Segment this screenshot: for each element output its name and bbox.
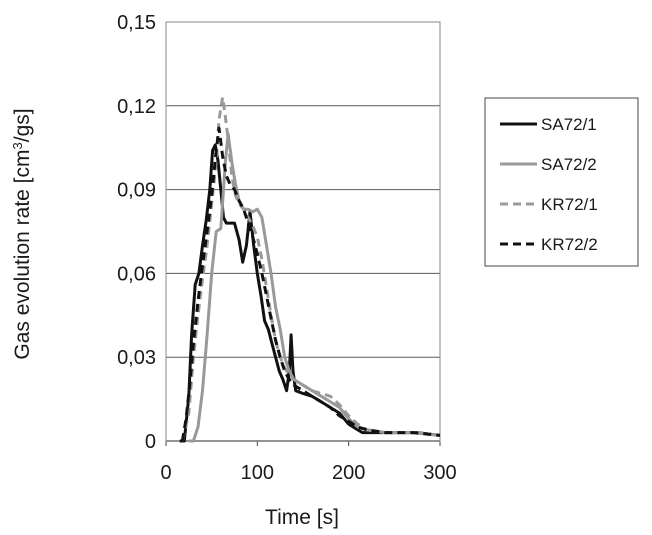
y-tick-label: 0,09 <box>117 180 156 202</box>
legend-label: KR72/1 <box>541 195 598 214</box>
series-layer <box>179 95 441 443</box>
x-tick-label: 100 <box>241 462 274 484</box>
y-tick-label: 0 <box>145 431 156 453</box>
y-tick-label: 0,15 <box>117 12 156 34</box>
x-axis-label: Time [s] <box>265 506 339 529</box>
x-tick-label: 0 <box>160 462 171 484</box>
legend-label: SA72/2 <box>541 155 597 174</box>
legend-label: SA72/1 <box>541 115 597 134</box>
legend-label: KR72/2 <box>541 235 598 254</box>
y-tick-label: 0,12 <box>117 96 156 118</box>
legend-box <box>484 97 639 267</box>
series-line-kr72-2 <box>180 126 441 442</box>
series-line-sa72-1 <box>179 143 441 443</box>
y-tick-labels: 0 0,03 0,06 0,09 0,12 0,15 <box>117 12 156 453</box>
y-axis-label: Gas evolution rate [cm3/gs] <box>10 108 35 359</box>
y-tick-label: 0,03 <box>117 347 156 369</box>
legend: SA72/1 SA72/2 KR72/1 KR72/2 <box>484 97 639 267</box>
plot-area-frame <box>165 21 441 442</box>
series-line-sa72-2 <box>188 132 441 443</box>
x-tick-label: 200 <box>332 462 365 484</box>
series-line-kr72-1 <box>180 95 441 442</box>
x-tick-label: 300 <box>423 462 456 484</box>
y-tick-label: 0,06 <box>117 263 156 285</box>
x-tick-labels: 0 100 200 300 <box>160 462 456 484</box>
